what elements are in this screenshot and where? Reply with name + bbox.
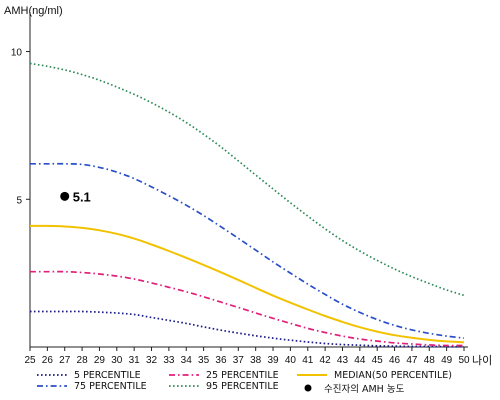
legend-label: 95 PERCENTILE — [206, 380, 279, 392]
x-tick-label: 37 — [233, 355, 245, 366]
x-tick-label: 31 — [129, 355, 141, 366]
x-tick-label: 47 — [406, 355, 418, 366]
series-line-3 — [29, 224, 465, 344]
legend-label: 25 PERCENTILE — [206, 369, 279, 381]
x-tick-label: 32 — [146, 355, 158, 366]
x-tick-label: 44 — [354, 355, 366, 366]
x-tick-label: 39 — [267, 355, 279, 366]
legend-swatch — [37, 374, 67, 376]
x-tick-label: 40 — [285, 355, 297, 366]
x-axis-title: 나이 — [472, 354, 492, 367]
x-tick-label: 43 — [337, 355, 349, 366]
legend-swatch — [169, 374, 199, 376]
x-tick-label: 33 — [163, 355, 175, 366]
legend-label: 수진자의 AMH 농도 — [324, 384, 405, 395]
legend-item-2: 25 PERCENTILE — [168, 369, 279, 381]
x-tick-label: 46 — [389, 355, 401, 366]
x-tick-label: 50 — [458, 355, 470, 366]
x-tick-label: 36 — [215, 355, 227, 366]
legend-item-4: 75 PERCENTILE — [36, 380, 147, 392]
x-tick-label: 49 — [441, 355, 453, 366]
x-tick-label: 48 — [424, 355, 436, 366]
x-tick-label: 41 — [302, 355, 314, 366]
patient-amh-point — [60, 191, 70, 201]
x-tick-label: 38 — [250, 355, 262, 366]
chart-legend: 5 PERCENTILE 25 PERCENTILE MEDIAN(50 PERCE… — [36, 369, 496, 397]
legend-label: 75 PERCENTILE — [74, 380, 147, 392]
x-tick-label: 35 — [198, 355, 210, 366]
series-line-4 — [30, 162, 465, 339]
series-line-5 — [29, 62, 465, 297]
legend-swatch — [37, 385, 67, 387]
x-tick-label: 26 — [42, 355, 54, 366]
series-line-1 — [29, 310, 465, 348]
legend-dot-icon — [304, 384, 312, 392]
x-tick-label: 27 — [59, 355, 71, 366]
legend-dot — [304, 384, 312, 392]
series-layer — [29, 62, 465, 348]
chart-axes: 5 10 25 26 27 28 29 30 31 32 33 34 35 36 37 38 39 40 41 42 4… — [4, 5, 492, 367]
x-tick-label: 42 — [320, 355, 332, 366]
legend-swatch — [297, 374, 327, 376]
legend-label: MEDIAN(50 PERCENTILE) — [334, 369, 452, 381]
patient-amh-value-label: 5.1 — [73, 189, 91, 204]
y-tick-label: 10 — [11, 48, 23, 59]
series-line-2 — [30, 270, 465, 347]
x-tick-label: 45 — [372, 355, 384, 366]
x-tick-label: 30 — [111, 355, 123, 366]
legend-label: 5 PERCENTILE — [74, 369, 141, 381]
x-tick-label: 25 — [24, 355, 36, 366]
legend-item-1: 5 PERCENTILE — [36, 369, 141, 381]
y-axis-title: AMH(ng/ml) — [4, 5, 63, 17]
x-tick-label: 34 — [181, 355, 193, 366]
marker-layer: 5.1 — [60, 189, 91, 204]
legend-item-5: 95 PERCENTILE — [168, 380, 279, 392]
legend-item-3: MEDIAN(50 PERCENTILE) — [296, 369, 452, 381]
y-tick-label: 5 — [16, 195, 22, 206]
x-tick-label: 28 — [77, 355, 89, 366]
x-tick-label: 29 — [94, 355, 106, 366]
legend-swatch — [169, 385, 199, 387]
legend-item-patient: 수진자의 AMH 농도 — [304, 382, 405, 395]
